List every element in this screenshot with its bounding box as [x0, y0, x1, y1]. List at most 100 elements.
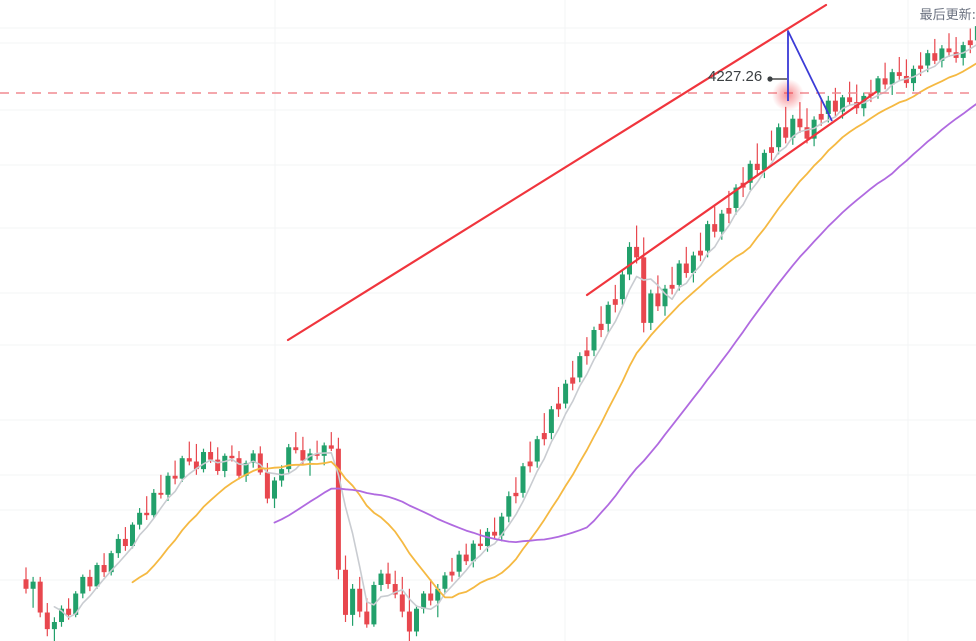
candle-body	[761, 152, 767, 170]
candle-body	[627, 246, 632, 275]
candle-body	[73, 593, 79, 615]
candle-body	[59, 608, 64, 623]
candle-body	[804, 127, 810, 139]
candle-body	[158, 492, 164, 495]
candle-body	[776, 127, 782, 148]
candle-body	[541, 433, 547, 440]
candle-body	[598, 323, 604, 330]
candle-body	[641, 257, 647, 323]
candle-body	[612, 299, 618, 305]
candle-body	[506, 496, 512, 517]
candle-body	[840, 97, 845, 112]
moving-average-line	[131, 62, 976, 599]
candle-body	[463, 554, 469, 562]
candle-body	[257, 453, 263, 473]
candle-body	[925, 53, 931, 66]
candle-body	[236, 458, 242, 476]
candle-body	[179, 458, 185, 479]
candle-body	[974, 26, 976, 41]
candle-body	[591, 329, 597, 351]
candle-body	[676, 263, 682, 285]
candle-body	[939, 48, 945, 61]
current-price-label: 4227.26	[708, 68, 763, 85]
candle-body	[605, 304, 611, 324]
candle-body	[165, 475, 171, 495]
candle-body	[818, 113, 824, 120]
moving-average-line	[53, 44, 976, 619]
candle-body	[80, 576, 86, 594]
candle-body	[882, 78, 888, 85]
candle-body	[705, 224, 711, 251]
candle-body	[328, 445, 334, 449]
candle-body	[442, 575, 448, 589]
candle-body	[193, 461, 199, 470]
candle-body	[350, 588, 356, 615]
candle-body	[66, 608, 72, 615]
candle-body	[293, 447, 299, 451]
candle-body	[783, 127, 789, 138]
candle-body	[875, 78, 881, 93]
candle-body	[30, 581, 36, 589]
candle-body	[115, 538, 121, 554]
trendline[interactable]	[286, 3, 828, 342]
candle-body	[527, 461, 533, 467]
candle-body	[250, 453, 256, 463]
candle-body	[456, 554, 462, 572]
candle-body	[534, 439, 540, 462]
candle-body	[201, 452, 206, 470]
candle-body	[378, 573, 384, 585]
candle-body	[470, 543, 476, 562]
candle-body	[669, 284, 675, 289]
candle-body	[428, 593, 434, 601]
candle-body	[662, 288, 668, 307]
candle-body	[321, 445, 327, 456]
trendline[interactable]	[585, 90, 878, 297]
moving-average-line	[273, 103, 976, 543]
candle-body	[747, 163, 753, 183]
candle-body	[286, 447, 292, 470]
projection-line[interactable]	[787, 30, 833, 122]
candle-body	[726, 207, 732, 214]
candle-body	[335, 448, 341, 570]
candle-body	[889, 72, 895, 85]
candle-body	[399, 594, 405, 612]
candle-body	[122, 538, 128, 547]
candle-body	[137, 512, 143, 525]
candle-body	[406, 611, 412, 632]
candle-body	[960, 45, 966, 58]
candle-body	[243, 462, 249, 476]
candle-body	[449, 571, 455, 576]
candle-body	[896, 72, 902, 76]
candle-body	[634, 246, 640, 258]
candle-body	[492, 531, 498, 536]
candle-body	[563, 383, 569, 404]
candle-body	[272, 480, 277, 499]
candle-body	[797, 118, 803, 128]
candle-body	[911, 68, 916, 84]
candle-body	[619, 274, 625, 300]
candle-body	[264, 472, 270, 499]
price-leader-dot	[767, 76, 773, 82]
candle-body	[733, 187, 739, 208]
candle-body	[300, 450, 306, 461]
candle-body	[754, 163, 760, 170]
candle-body	[683, 263, 689, 274]
candle-body	[712, 224, 718, 232]
candle-body	[570, 377, 576, 384]
candle-body	[414, 608, 419, 632]
candle-body	[364, 611, 370, 625]
candle-body	[144, 512, 150, 516]
candle-body	[343, 569, 348, 615]
candle-body	[832, 100, 838, 112]
candle-body	[392, 584, 398, 595]
candle-body	[655, 293, 661, 307]
candle-body	[208, 452, 214, 460]
candle-body	[499, 516, 505, 536]
candle-body	[861, 95, 867, 109]
candle-body	[101, 565, 107, 573]
candle-body	[37, 581, 43, 613]
candle-body	[577, 356, 583, 378]
